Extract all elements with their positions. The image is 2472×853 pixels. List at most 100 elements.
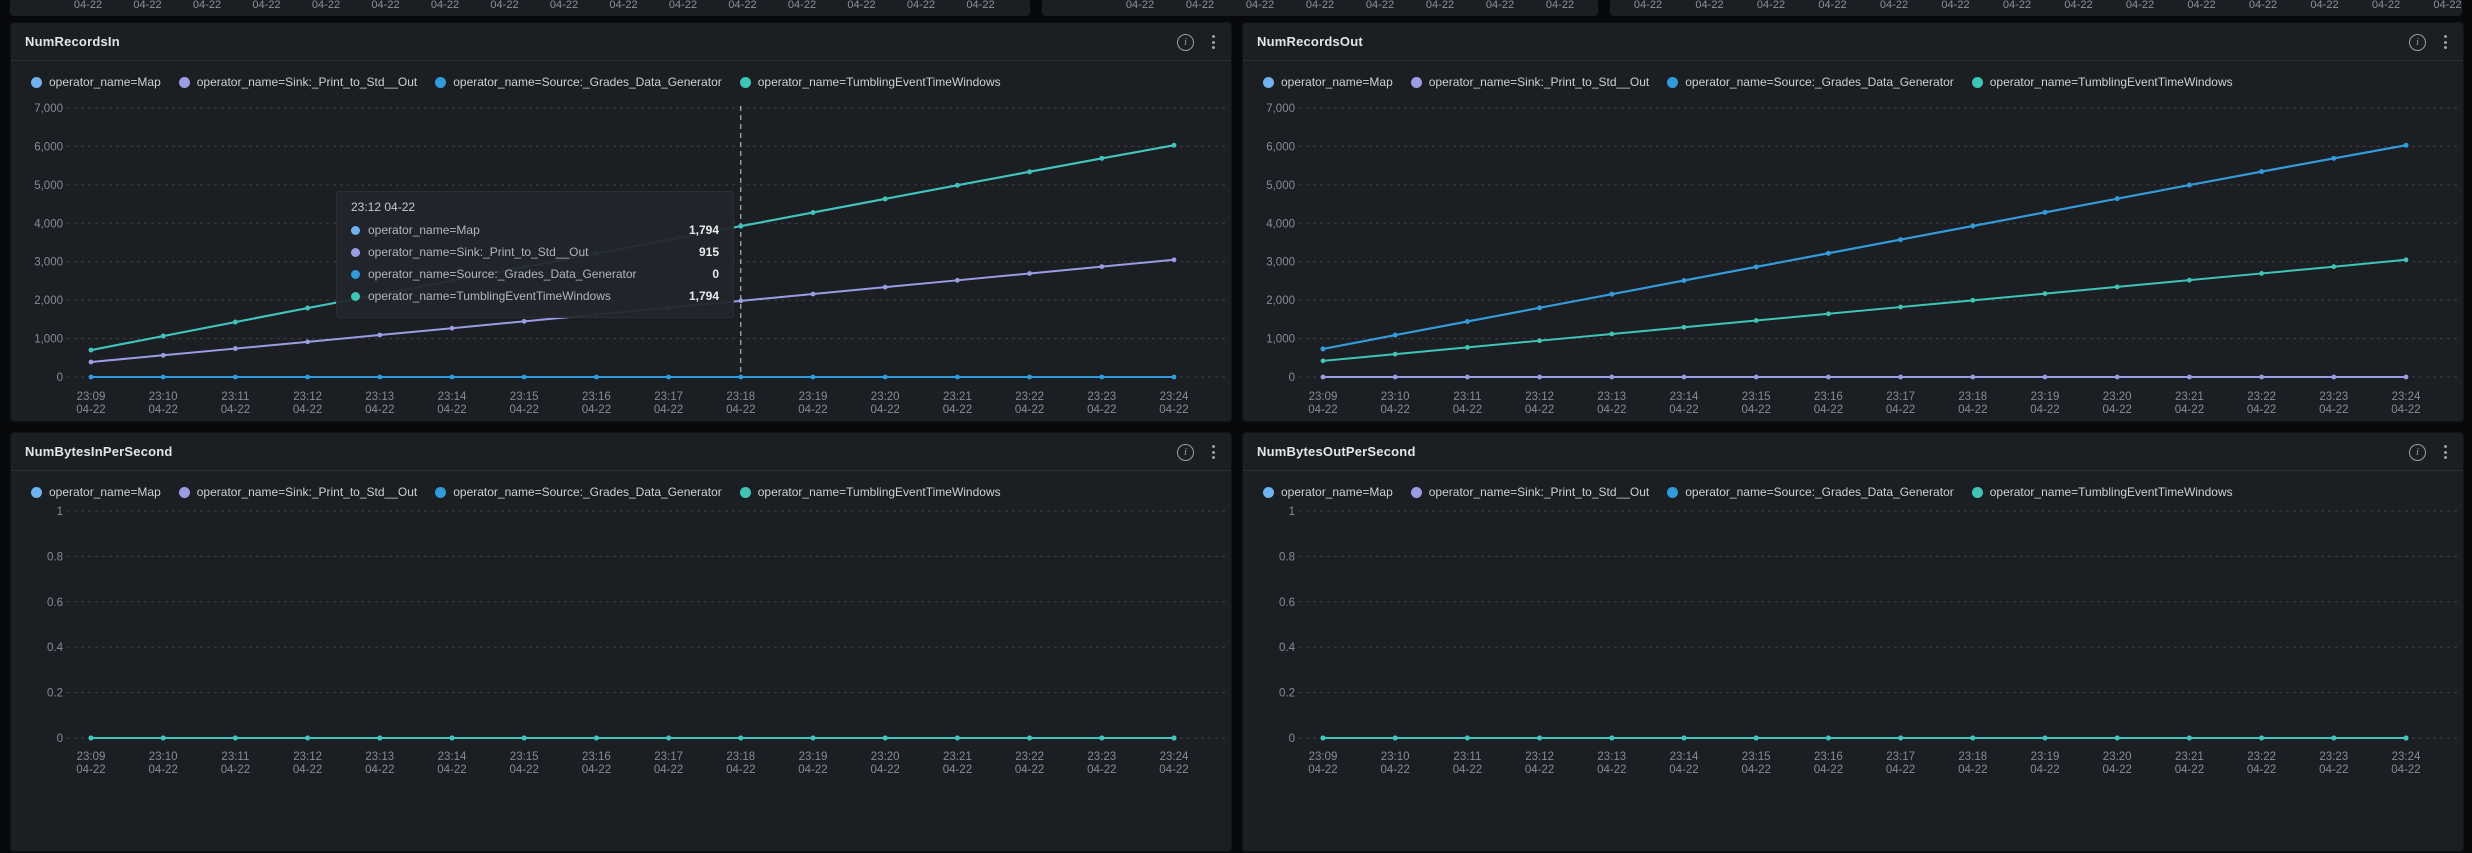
svg-text:04-22: 04-22 xyxy=(2102,764,2131,776)
clipped-axis-label: 04-22 xyxy=(668,0,698,11)
chart-canvas[interactable]: 10.80.60.40.2023:0904-2223:1004-2223:110… xyxy=(11,433,1233,853)
svg-text:23:20: 23:20 xyxy=(2103,751,2132,763)
svg-text:04-22: 04-22 xyxy=(1525,404,1554,416)
legend-item[interactable]: operator_name=Sink:_Print_to_Std__Out xyxy=(178,75,417,89)
clipped-axis-label: 04-22 xyxy=(2433,0,2462,11)
svg-text:04-22: 04-22 xyxy=(1380,404,1409,416)
svg-text:04-22: 04-22 xyxy=(1597,404,1626,416)
svg-text:23:10: 23:10 xyxy=(149,751,178,763)
chart-canvas[interactable]: 7,000 6,000 5,000 4,000 3,000 2,000 1,000 0 23:0… xyxy=(1243,23,2465,423)
svg-text:23:24: 23:24 xyxy=(1160,751,1189,763)
legend-item[interactable]: operator_name=Source:_Grades_Data_Genera… xyxy=(435,75,722,89)
legend-series-label: operator_name=Sink:_Print_to_Std__Out xyxy=(1428,485,1650,499)
legend-series-label: operator_name=Source:_Grades_Data_Genera… xyxy=(453,75,722,89)
clipped-axis-label: 04-22 xyxy=(311,0,341,11)
legend-series-dot xyxy=(31,486,42,498)
svg-text:04-22: 04-22 xyxy=(870,764,899,776)
svg-text:3,000: 3,000 xyxy=(1266,257,1295,269)
svg-text:23:19: 23:19 xyxy=(799,391,828,403)
svg-text:04-22: 04-22 xyxy=(726,404,755,416)
legend-item[interactable]: operator_name=TumblingEventTimeWindows xyxy=(1971,485,2233,499)
svg-text:0.4: 0.4 xyxy=(1279,642,1296,654)
legend-item[interactable]: operator_name=Map xyxy=(1263,75,1393,89)
info-icon[interactable]: i xyxy=(1177,443,1194,461)
svg-text:23:09: 23:09 xyxy=(77,751,106,763)
legend-item[interactable]: operator_name=TumblingEventTimeWindows xyxy=(739,75,1001,89)
svg-text:04-22: 04-22 xyxy=(1159,404,1188,416)
clipped-axis-label: 04-22 xyxy=(906,0,936,11)
legend-series-label: operator_name=Source:_Grades_Data_Genera… xyxy=(453,485,722,499)
y-axis: 1 0.8 0.6 0.4 0.2 0 xyxy=(47,506,1227,745)
clipped-axis-label: 04-22 xyxy=(728,0,757,11)
svg-text:1: 1 xyxy=(1289,506,1295,518)
clipped-axis-label: 04-22 xyxy=(490,0,519,11)
kebab-menu-icon[interactable] xyxy=(1210,33,1217,51)
chart-canvas[interactable]: 10.80.60.40.2023:0904-2223:1004-2223:110… xyxy=(1243,433,2465,853)
tooltip-series-label: operator_name=Sink:_Print_to_Std__Out xyxy=(368,245,589,259)
svg-text:23:19: 23:19 xyxy=(2031,751,2060,763)
x-axis: 23:0904-2223:1004-2223:1104-2223:1204-22… xyxy=(1308,391,2421,416)
svg-text:23:15: 23:15 xyxy=(1742,391,1771,403)
svg-text:04-22: 04-22 xyxy=(2175,404,2204,416)
svg-text:23:21: 23:21 xyxy=(2175,751,2204,763)
svg-text:23:20: 23:20 xyxy=(871,751,900,763)
kebab-menu-icon[interactable] xyxy=(1210,443,1217,461)
svg-text:04-22: 04-22 xyxy=(221,764,250,776)
legend-series-label: operator_name=Sink:_Print_to_Std__Out xyxy=(196,485,418,499)
svg-text:0.6: 0.6 xyxy=(47,597,63,609)
legend-item[interactable]: operator_name=Map xyxy=(31,485,161,499)
svg-text:23:17: 23:17 xyxy=(1886,751,1915,763)
svg-text:23:22: 23:22 xyxy=(1015,391,1044,403)
legend-item[interactable]: operator_name=Source:_Grades_Data_Genera… xyxy=(1667,75,1954,89)
legend-series-label: operator_name=TumblingEventTimeWindows xyxy=(757,485,1001,499)
svg-text:23:23: 23:23 xyxy=(1087,391,1116,403)
legend-item[interactable]: operator_name=TumblingEventTimeWindows xyxy=(739,485,1001,499)
kebab-menu-icon[interactable] xyxy=(2442,33,2449,51)
svg-text:04-22: 04-22 xyxy=(2319,404,2348,416)
svg-text:04-22: 04-22 xyxy=(1015,404,1044,416)
legend-series-dot xyxy=(31,76,42,88)
info-icon[interactable]: i xyxy=(2409,443,2426,461)
svg-text:04-22: 04-22 xyxy=(1308,764,1337,776)
chart-legend: operator_name=Map operator_name=Sink:_Pri… xyxy=(1263,485,2233,499)
legend-item[interactable]: operator_name=TumblingEventTimeWindows xyxy=(1971,75,2233,89)
clipped-axis-label: 04-22 xyxy=(192,0,222,11)
chart-canvas[interactable]: 7,000 6,000 5,000 4,000 3,000 2,000 1,000 0 23:0… xyxy=(11,23,1233,423)
x-axis: 23:0904-2223:1004-2223:1104-2223:1204-22… xyxy=(1308,751,2421,776)
legend-item[interactable]: operator_name=Sink:_Print_to_Std__Out xyxy=(1410,485,1650,499)
svg-text:23:23: 23:23 xyxy=(1087,751,1116,763)
svg-text:04-22: 04-22 xyxy=(1958,404,1987,416)
panel-num-records-in: NumRecordsIn i 7,000 6,000 5,000 4,000 3,000… xyxy=(10,22,1232,422)
kebab-menu-icon[interactable] xyxy=(2442,443,2449,461)
svg-text:04-22: 04-22 xyxy=(1597,764,1626,776)
svg-text:04-22: 04-22 xyxy=(2391,764,2420,776)
tooltip-series-value: 1,794 xyxy=(688,289,719,303)
svg-text:04-22: 04-22 xyxy=(365,764,394,776)
svg-text:04-22: 04-22 xyxy=(1958,764,1987,776)
legend-item[interactable]: operator_name=Source:_Grades_Data_Genera… xyxy=(435,485,722,499)
legend-series-dot xyxy=(178,486,190,498)
svg-text:4,000: 4,000 xyxy=(1266,218,1295,230)
legend-item[interactable]: operator_name=Sink:_Print_to_Std__Out xyxy=(1410,75,1649,89)
svg-text:23:12: 23:12 xyxy=(1525,751,1554,763)
legend-item[interactable]: operator_name=Sink:_Print_to_Std__Out xyxy=(178,485,418,499)
panel-title: NumRecordsIn xyxy=(25,34,120,49)
legend-item[interactable]: operator_name=Map xyxy=(31,75,161,89)
legend-series-label: operator_name=TumblingEventTimeWindows xyxy=(757,75,1001,89)
svg-text:04-22: 04-22 xyxy=(148,404,177,416)
svg-text:04-22: 04-22 xyxy=(509,404,538,416)
svg-text:7,000: 7,000 xyxy=(1266,103,1295,115)
tooltip-series-value: 0 xyxy=(712,267,719,281)
svg-text:2,000: 2,000 xyxy=(1266,295,1295,307)
svg-text:23:18: 23:18 xyxy=(1958,391,1987,403)
svg-text:04-22: 04-22 xyxy=(654,764,683,776)
legend-item[interactable]: operator_name=Source:_Grades_Data_Genera… xyxy=(1667,485,1954,499)
clipped-axis-label: 04-22 xyxy=(1365,0,1395,11)
info-icon[interactable]: i xyxy=(2409,33,2426,51)
legend-item[interactable]: operator_name=Map xyxy=(1263,485,1393,499)
panel-header: NumBytesOutPerSecond xyxy=(1243,433,2463,471)
svg-text:04-22: 04-22 xyxy=(1525,764,1554,776)
svg-text:04-22: 04-22 xyxy=(1380,764,1409,776)
svg-text:23:12: 23:12 xyxy=(1525,391,1554,403)
info-icon[interactable]: i xyxy=(1177,33,1194,51)
